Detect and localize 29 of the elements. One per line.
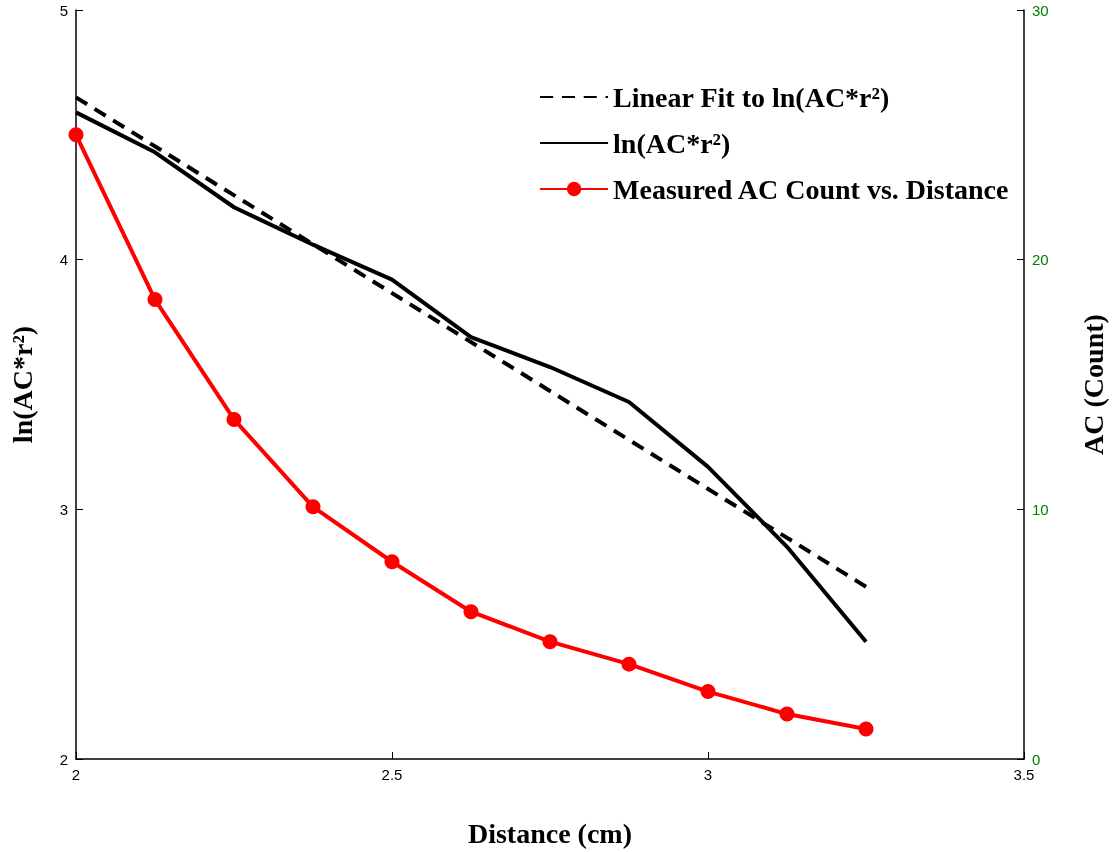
point bbox=[858, 721, 874, 737]
x-tick-label: 3 bbox=[703, 766, 713, 783]
y-tick-label: 2 bbox=[59, 750, 68, 768]
point bbox=[384, 554, 400, 570]
x-tick-label: 2.5 bbox=[381, 766, 403, 783]
y2-tick-label: 30 bbox=[1032, 1, 1049, 19]
point bbox=[226, 411, 242, 427]
y2-axis-title: AC (Count) bbox=[1077, 314, 1109, 455]
point bbox=[700, 684, 716, 700]
point bbox=[305, 499, 321, 515]
point bbox=[463, 604, 479, 620]
y2-tick-label: 0 bbox=[1032, 750, 1041, 768]
legend-label: Linear Fit to ln(AC*r²) bbox=[613, 81, 890, 113]
y-tick-label: 4 bbox=[59, 251, 68, 269]
y-axis-title: ln(AC*r²) bbox=[6, 325, 38, 444]
legend-label: Measured AC Count vs. Distance bbox=[613, 173, 1009, 205]
x-tick-label: 3.5 bbox=[1013, 766, 1035, 783]
legend-label: ln(AC*r²) bbox=[613, 127, 731, 159]
x-tick-label: 2 bbox=[71, 766, 81, 783]
y2-tick-label: 20 bbox=[1032, 251, 1049, 269]
y2-tick-label: 10 bbox=[1032, 500, 1049, 518]
point bbox=[542, 634, 558, 650]
point bbox=[147, 292, 163, 308]
point bbox=[779, 706, 795, 722]
point bbox=[68, 127, 84, 143]
x-axis-title: Distance (cm) bbox=[467, 817, 633, 849]
point bbox=[621, 656, 637, 672]
y-tick-label: 3 bbox=[59, 500, 68, 518]
y-tick-label: 5 bbox=[59, 1, 68, 19]
